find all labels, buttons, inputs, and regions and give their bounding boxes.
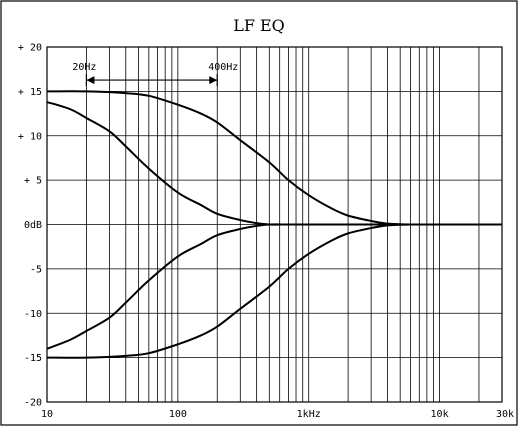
x-tick-label: 10k	[431, 409, 449, 420]
eq-curves	[46, 90, 502, 359]
y-tick-label: + 5	[24, 176, 42, 187]
y-tick-label: -10	[24, 309, 42, 320]
y-tick-label: -20	[24, 398, 42, 409]
range-arrow-left-head	[86, 76, 95, 85]
range-end-label: 400Hz	[208, 62, 238, 73]
eq-curve-3	[46, 223, 502, 350]
x-tick-label: 1kHz	[297, 409, 321, 420]
y-tick-label: 0dB	[24, 220, 42, 231]
y-axis-ticks: + 20 + 15 + 10 + 5 0dB -5 -10 -15 -20	[18, 43, 42, 409]
y-tick-label: -15	[24, 353, 42, 364]
chart-title: LF EQ	[233, 16, 285, 35]
y-tick-label: + 10	[18, 131, 42, 142]
range-start-label: 20Hz	[72, 62, 96, 73]
eq-curve-4	[46, 223, 502, 359]
frequency-range-annotation: 20Hz 400Hz	[72, 62, 238, 87]
x-tick-label: 100	[169, 409, 187, 420]
x-axis-ticks: 10 100 1kHz 10k 30k	[41, 409, 514, 420]
range-arrow-right-head	[209, 76, 218, 85]
y-tick-label: -5	[30, 264, 42, 275]
y-tick-label: + 20	[18, 43, 42, 54]
y-tick-label: + 15	[18, 87, 42, 98]
x-tick-label: 10	[41, 409, 53, 420]
x-tick-label: 30k	[496, 409, 514, 420]
